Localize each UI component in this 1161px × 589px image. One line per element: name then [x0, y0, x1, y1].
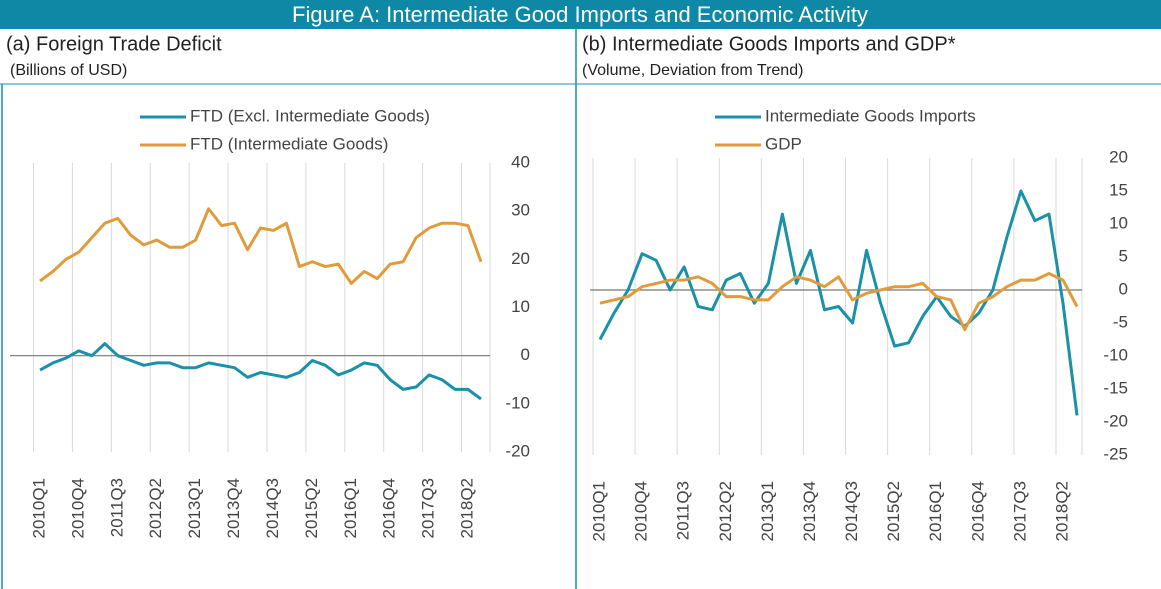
x-tick-label: 2016Q1 — [341, 478, 360, 539]
series-line — [39, 207, 483, 285]
y-tick-label: 0 — [1119, 279, 1128, 298]
x-tick-label: 2017Q3 — [419, 478, 438, 539]
x-tick-label: 2013Q1 — [185, 478, 204, 539]
series-line — [39, 342, 482, 401]
x-tick-label: 2014Q3 — [842, 481, 861, 542]
y-tick-label: -15 — [1103, 378, 1128, 397]
y-tick-label: 30 — [511, 201, 530, 220]
x-tick-label: 2015Q2 — [884, 481, 903, 542]
legend-label: FTD (Intermediate Goods) — [190, 134, 388, 153]
x-tick-label: 2017Q3 — [1010, 481, 1029, 542]
legend-label: FTD (Excl. Intermediate Goods) — [190, 106, 430, 125]
x-tick-label: 2011Q3 — [107, 478, 126, 537]
y-tick-label: -5 — [1113, 312, 1128, 331]
x-tick-label: 2010Q1 — [589, 481, 608, 542]
header-bar — [0, 0, 1161, 29]
series-line — [598, 189, 1079, 416]
y-tick-label: -10 — [505, 393, 530, 412]
panel-subtitle: (Volume, Deviation from Trend) — [582, 62, 803, 79]
x-tick-label: 2016Q4 — [380, 478, 399, 539]
x-tick-label: 2010Q1 — [29, 478, 48, 539]
y-tick-label: -20 — [505, 441, 530, 460]
x-tick-label: 2010Q4 — [632, 481, 651, 542]
x-tick-label: 2016Q1 — [926, 481, 945, 542]
y-tick-label: -10 — [1103, 345, 1128, 364]
y-tick-label: 15 — [1109, 180, 1128, 199]
y-tick-label: 0 — [521, 345, 530, 364]
series-line — [599, 272, 1079, 332]
y-tick-label: -25 — [1103, 444, 1128, 463]
y-tick-label: 20 — [511, 249, 530, 268]
x-tick-label: 2014Q3 — [263, 478, 282, 539]
x-tick-label: 2015Q2 — [302, 478, 321, 539]
x-tick-label: 2011Q3 — [674, 481, 693, 540]
legend-label: GDP — [765, 134, 802, 153]
x-tick-label: 2012Q2 — [716, 481, 735, 542]
panel-subtitle: (Billions of USD) — [10, 62, 127, 79]
x-tick-label: 2013Q4 — [800, 481, 819, 542]
y-tick-label: 20 — [1109, 147, 1128, 166]
legend-label: Intermediate Goods Imports — [765, 106, 976, 125]
y-tick-label: 10 — [511, 297, 530, 316]
y-tick-label: 40 — [511, 152, 530, 171]
x-tick-label: 2013Q1 — [758, 481, 777, 542]
x-tick-label: 2018Q2 — [1052, 481, 1071, 542]
panel-title: (b) Intermediate Goods Imports and GDP* — [582, 33, 956, 55]
panel-title: (a) Foreign Trade Deficit — [6, 33, 222, 55]
y-tick-label: 5 — [1119, 246, 1128, 265]
x-tick-label: 2012Q2 — [146, 478, 165, 539]
x-tick-label: 2016Q4 — [968, 481, 987, 542]
x-tick-label: 2018Q2 — [457, 478, 476, 539]
y-tick-label: -20 — [1103, 411, 1128, 430]
y-tick-label: 10 — [1109, 213, 1128, 232]
x-tick-label: 2013Q4 — [224, 478, 243, 539]
x-tick-label: 2010Q4 — [68, 478, 87, 539]
figure-title: Figure A: Intermediate Good Imports and … — [292, 2, 868, 27]
